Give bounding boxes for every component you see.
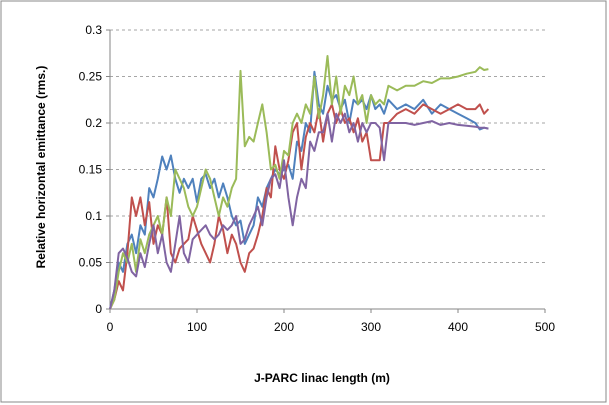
x-tick-label: 500 — [535, 320, 555, 334]
y-axis-title: Relative horizontal emittance (rms.) — [34, 66, 48, 269]
gridlines — [110, 29, 545, 263]
series-line-3 — [109, 55, 489, 310]
y-tick-label: 0 — [95, 302, 102, 316]
y-tick-label: 0.3 — [85, 23, 102, 37]
axes — [106, 29, 546, 313]
x-axis-title: J-PARC linac length (m) — [254, 371, 390, 385]
y-tick-label: 0.25 — [79, 70, 103, 84]
x-tick-label: 400 — [448, 320, 468, 334]
x-tick-label: 300 — [361, 320, 381, 334]
y-tick-label: 0.15 — [79, 163, 103, 177]
y-tick-label: 0.05 — [79, 256, 103, 270]
y-tick-label: 0.2 — [85, 116, 102, 130]
tick-labels: 0 0.05 0.1 0.15 0.2 0.25 0.3 0 100 200 300 400 500 — [79, 23, 556, 334]
x-tick-label: 100 — [187, 320, 207, 334]
series-line-4 — [109, 112, 489, 310]
x-tick-label: 0 — [107, 320, 114, 334]
x-tick-label: 200 — [274, 320, 294, 334]
series-lines — [109, 55, 490, 310]
y-tick-label: 0.1 — [85, 209, 102, 223]
